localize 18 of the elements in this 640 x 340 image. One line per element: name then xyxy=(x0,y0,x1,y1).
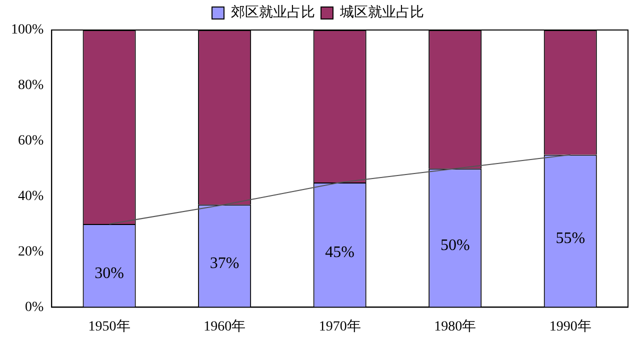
x-tick-label: 1960年 xyxy=(204,318,246,334)
x-tick-label: 1970年 xyxy=(318,318,361,334)
y-tick-label: 60% xyxy=(18,134,44,149)
y-tick-label: 0% xyxy=(24,300,44,315)
x-tick-label: 1950年 xyxy=(88,318,130,334)
y-tick-label: 100% xyxy=(10,22,44,38)
y-tick-label: 40% xyxy=(18,188,44,204)
x-tick-label: 1980年 xyxy=(434,318,476,334)
data-label: 37% xyxy=(210,255,240,272)
x-tick-label: 1990年 xyxy=(549,318,592,334)
legend-label: 郊区就业占比 xyxy=(231,4,315,21)
y-tick-label: 20% xyxy=(18,244,44,260)
data-label: 55% xyxy=(556,230,586,248)
legend-label: 城区就业占比 xyxy=(339,4,424,21)
data-label: 30% xyxy=(94,264,124,282)
data-label: 45% xyxy=(325,244,354,262)
y-tick-label: 80% xyxy=(18,78,44,94)
data-label: 50% xyxy=(440,237,470,254)
